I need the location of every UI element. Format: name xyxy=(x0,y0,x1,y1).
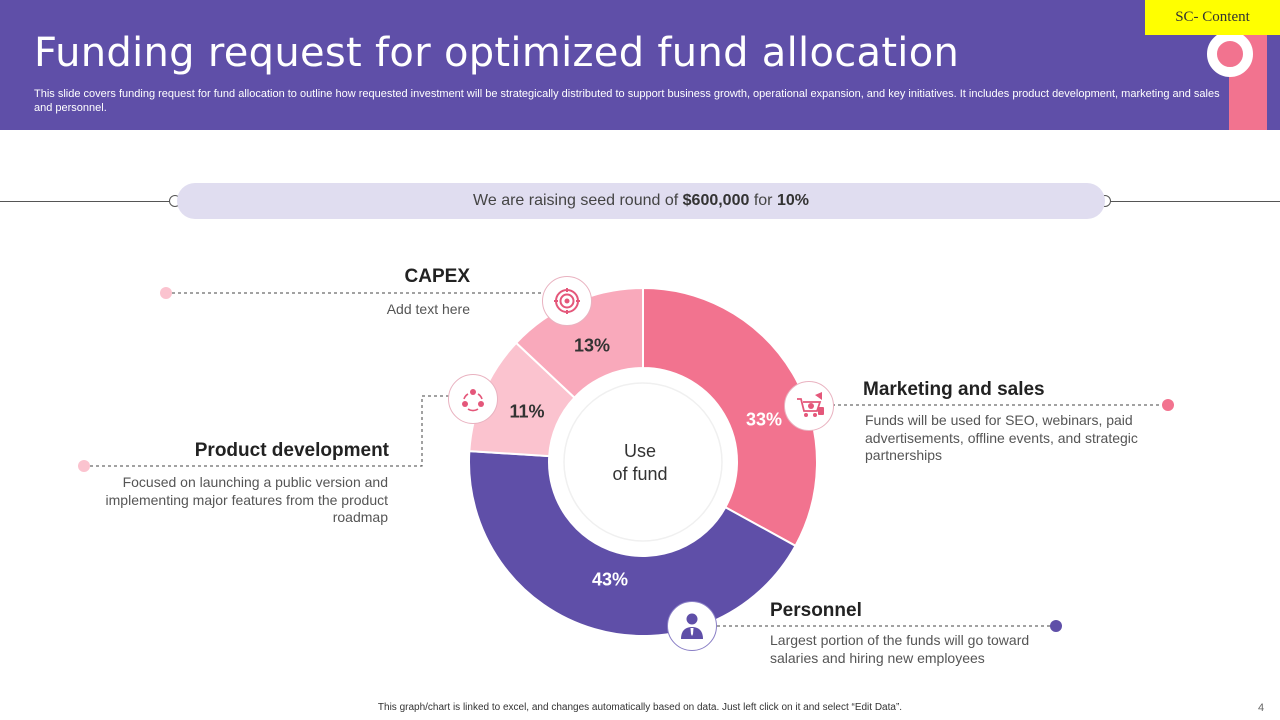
banner-line-left xyxy=(0,201,176,202)
capex-title: CAPEX xyxy=(404,266,470,287)
center-label-line2: of fund xyxy=(612,464,668,484)
personnel-dot xyxy=(1050,620,1062,632)
page-subtitle: This slide covers funding request for fu… xyxy=(34,88,1220,114)
product-title: Product development xyxy=(194,440,389,461)
capex-text: Add text here xyxy=(386,301,470,317)
personnel-text: Largest portion of the funds will go tow… xyxy=(770,632,1030,666)
donut-hole xyxy=(549,368,737,556)
megaphone-cart-icon xyxy=(784,381,834,431)
capex-dot xyxy=(160,287,172,299)
employee-icon xyxy=(667,601,717,651)
target-icon xyxy=(542,276,592,326)
seed-amount: $600,000 xyxy=(682,192,750,209)
personnel-title: Personnel xyxy=(770,600,862,621)
slice-label-personnel: 43% xyxy=(591,569,629,590)
slice-label-capex: 13% xyxy=(573,335,611,356)
decor-ring-icon xyxy=(1207,31,1253,77)
header-bar xyxy=(0,0,1280,130)
product-text: Focused on launching a public version an… xyxy=(105,474,388,525)
donut-inner-ring xyxy=(563,382,723,542)
slice-label-product: 11% xyxy=(509,401,545,422)
page-title: Funding request for optimized fund alloc… xyxy=(34,30,960,76)
footer-note: This graph/chart is linked to excel, and… xyxy=(377,702,903,713)
donut-center-label: Use of fund xyxy=(590,440,690,486)
team-cycle-icon xyxy=(448,374,498,424)
seed-middle: for xyxy=(749,192,777,209)
marketing-title: Marketing and sales xyxy=(863,379,1045,400)
marketing-dot xyxy=(1162,399,1174,411)
center-label-line1: Use xyxy=(623,441,656,461)
page-number: 4 xyxy=(1258,702,1265,714)
seed-equity: 10% xyxy=(776,192,809,209)
banner-line-right xyxy=(1110,201,1280,202)
slice-label-marketing: 33% xyxy=(745,409,783,430)
seed-prefix: We are raising seed round of xyxy=(473,192,683,209)
seed-round-banner: We are raising seed round of $600,000 fo… xyxy=(177,183,1105,219)
sc-content-badge: SC- Content xyxy=(1145,0,1280,35)
marketing-text: Funds will be used for SEO, webinars, pa… xyxy=(865,412,1138,463)
product-connector xyxy=(90,395,450,467)
product-dot xyxy=(78,460,90,472)
